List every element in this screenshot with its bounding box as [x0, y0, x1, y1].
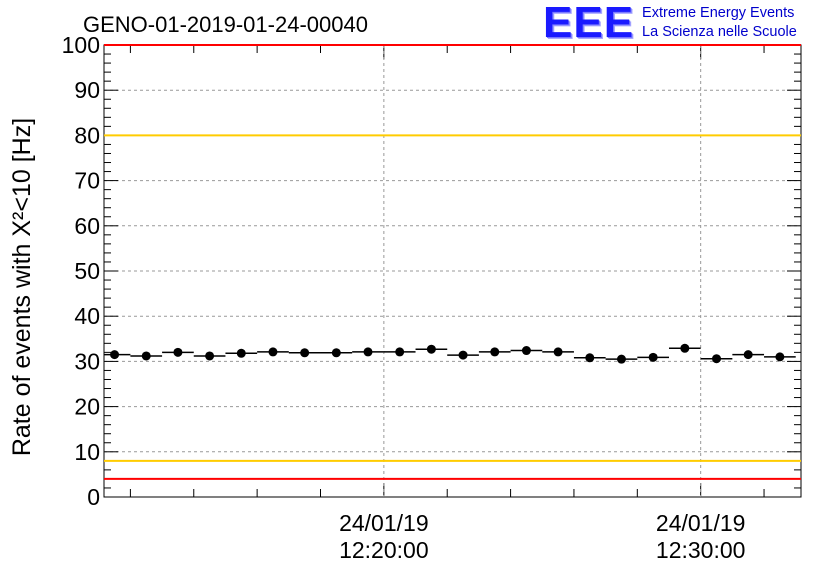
data-point	[553, 347, 563, 357]
y-tick-label: 30	[74, 348, 100, 374]
y-tick-label: 50	[74, 258, 100, 284]
y-tick-label: 70	[74, 168, 100, 194]
data-point	[521, 346, 531, 356]
y-axis-title: Rate of events with X²<10 [Hz]	[8, 118, 36, 456]
data-point	[585, 353, 595, 363]
y-tick-label: 10	[74, 439, 100, 465]
data-point	[680, 343, 690, 353]
logo-mark: EEE	[543, 0, 635, 47]
data-point	[205, 351, 215, 361]
data-point	[426, 344, 436, 354]
logo-line1: Extreme Energy Events	[642, 5, 795, 21]
data-point	[775, 352, 785, 362]
y-tick-label: 40	[74, 303, 100, 329]
y-tick-label: 20	[74, 394, 100, 420]
data-point	[268, 347, 278, 357]
data-point	[395, 347, 405, 357]
data-point	[363, 347, 373, 357]
x-tick-label-date: 24/01/19	[339, 510, 429, 536]
eee-logo: EEE Extreme Energy Events La Scienza nel…	[543, 0, 797, 47]
data-point	[110, 350, 120, 360]
data-point	[616, 354, 626, 364]
data-point	[712, 354, 722, 364]
logo-text: Extreme Energy Events La Scienza nelle S…	[642, 4, 797, 42]
data-point	[141, 351, 151, 361]
data-point	[458, 350, 468, 360]
data-point	[490, 347, 500, 357]
y-tick-label: 90	[74, 77, 100, 103]
y-tick-label: 100	[62, 32, 100, 58]
y-tick-label: 80	[74, 122, 100, 148]
data-point	[743, 350, 753, 360]
y-tick-label: 60	[74, 213, 100, 239]
chart-title: GENO-01-2019-01-24-00040	[83, 12, 368, 37]
x-tick-label-time: 12:30:00	[656, 537, 746, 563]
data-point	[648, 352, 658, 362]
data-point	[173, 347, 183, 357]
data-point	[236, 348, 246, 358]
logo-line2: La Scienza nelle Scuole	[642, 24, 797, 40]
data-point	[331, 348, 341, 358]
x-tick-label-date: 24/01/19	[656, 510, 746, 536]
x-tick-label-time: 12:20:00	[339, 537, 429, 563]
y-tick-label: 0	[87, 484, 100, 510]
data-point	[300, 348, 310, 358]
